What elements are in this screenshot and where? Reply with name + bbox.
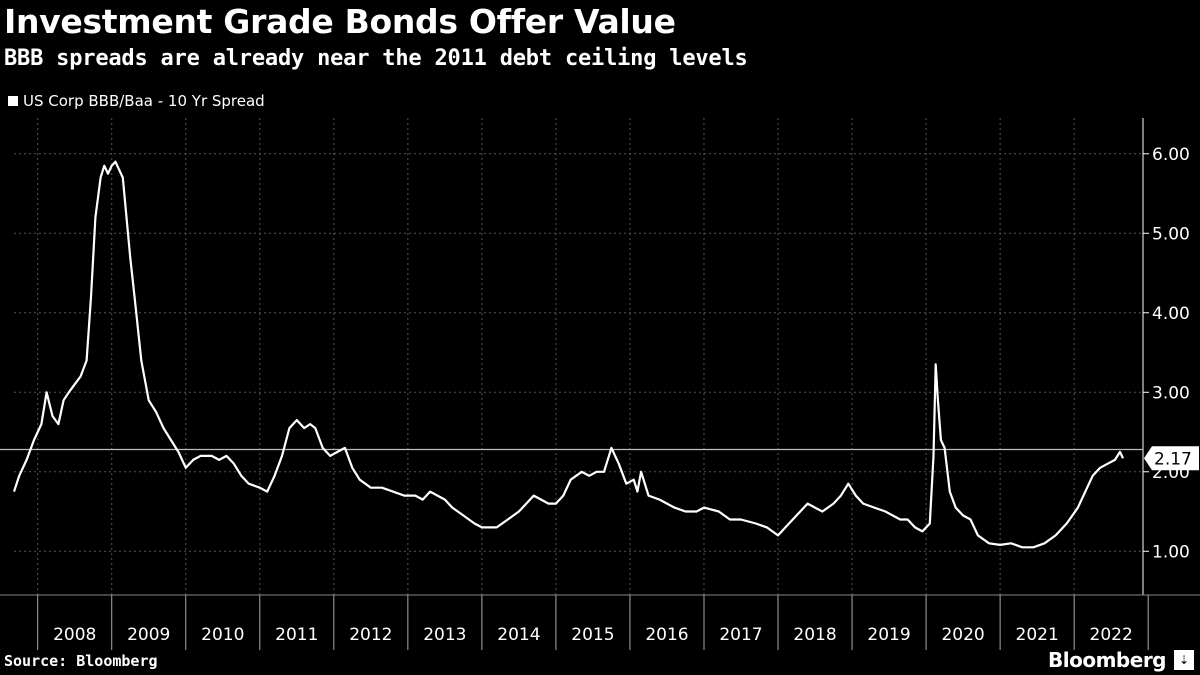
chart-subtitle: BBB spreads are already near the 2011 de… [4,46,748,71]
x-tick-label: 2020 [941,625,984,645]
y-tick-label: 3.00 [1152,383,1190,403]
x-tick-label: 2014 [497,625,540,645]
x-tick-label: 2015 [571,625,614,645]
download-icon[interactable]: ⇣ [1174,650,1194,670]
y-tick-label: 6.00 [1152,145,1190,165]
legend-swatch [8,96,18,106]
source-note: Source: Bloomberg [4,652,158,670]
spread-line [12,160,1124,549]
x-tick-label: 2013 [423,625,466,645]
x-tick-label: 2011 [275,625,318,645]
last-value-box [1144,446,1199,471]
x-tick-label: 2008 [53,625,96,645]
x-tick-label: 2019 [867,625,910,645]
x-tick-label: 2016 [645,625,688,645]
y-tick-label: 5.00 [1152,224,1190,244]
brand-logo: Bloomberg [1048,648,1166,672]
x-tick-label: 2017 [719,625,762,645]
last-value-label: 2.17 [1154,449,1192,469]
x-tick-label: 2012 [349,625,392,645]
x-tick-label: 2009 [127,625,170,645]
x-tick-label: 2018 [793,625,836,645]
legend: US Corp BBB/Baa - 10 Yr Spread [8,92,265,110]
x-tick-label: 2021 [1016,625,1059,645]
y-tick-label: 1.00 [1152,542,1190,562]
x-tick-label: 2010 [201,625,244,645]
legend-label: US Corp BBB/Baa - 10 Yr Spread [23,92,265,110]
chart-title: Investment Grade Bonds Offer Value [4,2,676,41]
x-tick-label: 2022 [1090,625,1133,645]
y-tick-label: 4.00 [1152,304,1190,324]
